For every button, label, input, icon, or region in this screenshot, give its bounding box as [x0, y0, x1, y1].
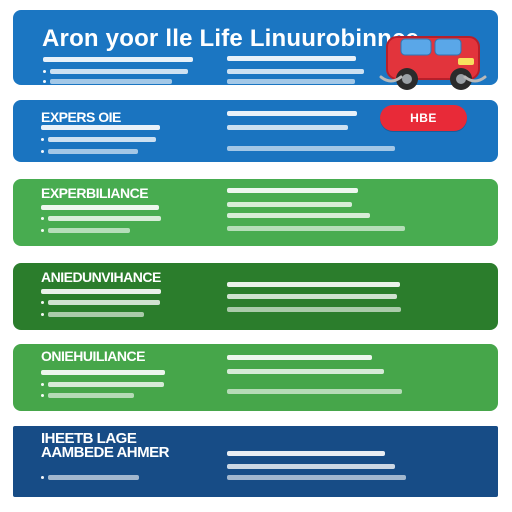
section-card: IHEETB LAGE AAMBEDE AHMER	[13, 426, 498, 497]
section-line	[41, 474, 144, 480]
section-line	[41, 204, 159, 210]
banner-line	[43, 56, 193, 62]
section-card: ONIEHUILIANCE	[13, 344, 498, 411]
section-line	[227, 368, 384, 374]
section-line	[41, 148, 141, 154]
section-line	[227, 187, 358, 193]
section-line	[41, 215, 166, 221]
section-title: EXPERS OIE	[41, 109, 121, 125]
page-title: Aron yoor lle Life Linuurobinnce	[42, 25, 420, 52]
section-line	[227, 281, 400, 287]
car-icon	[379, 36, 487, 90]
section-line	[227, 354, 372, 360]
section-card: EXPERS OIE HBE	[13, 100, 498, 162]
banner-line	[43, 78, 177, 84]
section-line	[227, 110, 357, 116]
section-title: EXPERBILIANCE	[41, 185, 149, 201]
section-line	[227, 463, 395, 469]
banner-line	[227, 78, 355, 84]
section-line	[227, 293, 397, 299]
section-line	[227, 124, 348, 130]
section-title: IHEETB LAGE AAMBEDE AHMER	[41, 430, 169, 461]
banner-line	[43, 68, 191, 74]
section-line	[41, 381, 169, 387]
section-card: EXPERBILIANCE	[13, 179, 498, 246]
banner-line	[227, 55, 356, 61]
section-line	[41, 311, 149, 317]
highlight-tag: HBE	[380, 105, 467, 131]
section-line	[41, 392, 139, 398]
section-line	[227, 225, 405, 231]
section-line	[227, 145, 395, 151]
section-line	[227, 306, 401, 312]
section-title: ANIEDUNVIHANCE	[41, 269, 161, 285]
section-line	[227, 212, 370, 218]
section-line	[41, 299, 165, 305]
header-banner: Aron yoor lle Life Linuurobinnce	[13, 10, 498, 90]
section-line	[41, 227, 135, 233]
section-line	[227, 201, 352, 207]
section-line	[227, 474, 406, 480]
section-card: ANIEDUNVIHANCE	[13, 263, 498, 330]
banner-line	[227, 68, 364, 74]
section-line	[41, 369, 165, 375]
section-line	[41, 288, 161, 294]
section-line	[227, 450, 385, 456]
section-line	[227, 388, 402, 394]
section-title: ONIEHUILIANCE	[41, 348, 145, 364]
section-line	[41, 124, 160, 130]
section-line	[41, 136, 159, 142]
